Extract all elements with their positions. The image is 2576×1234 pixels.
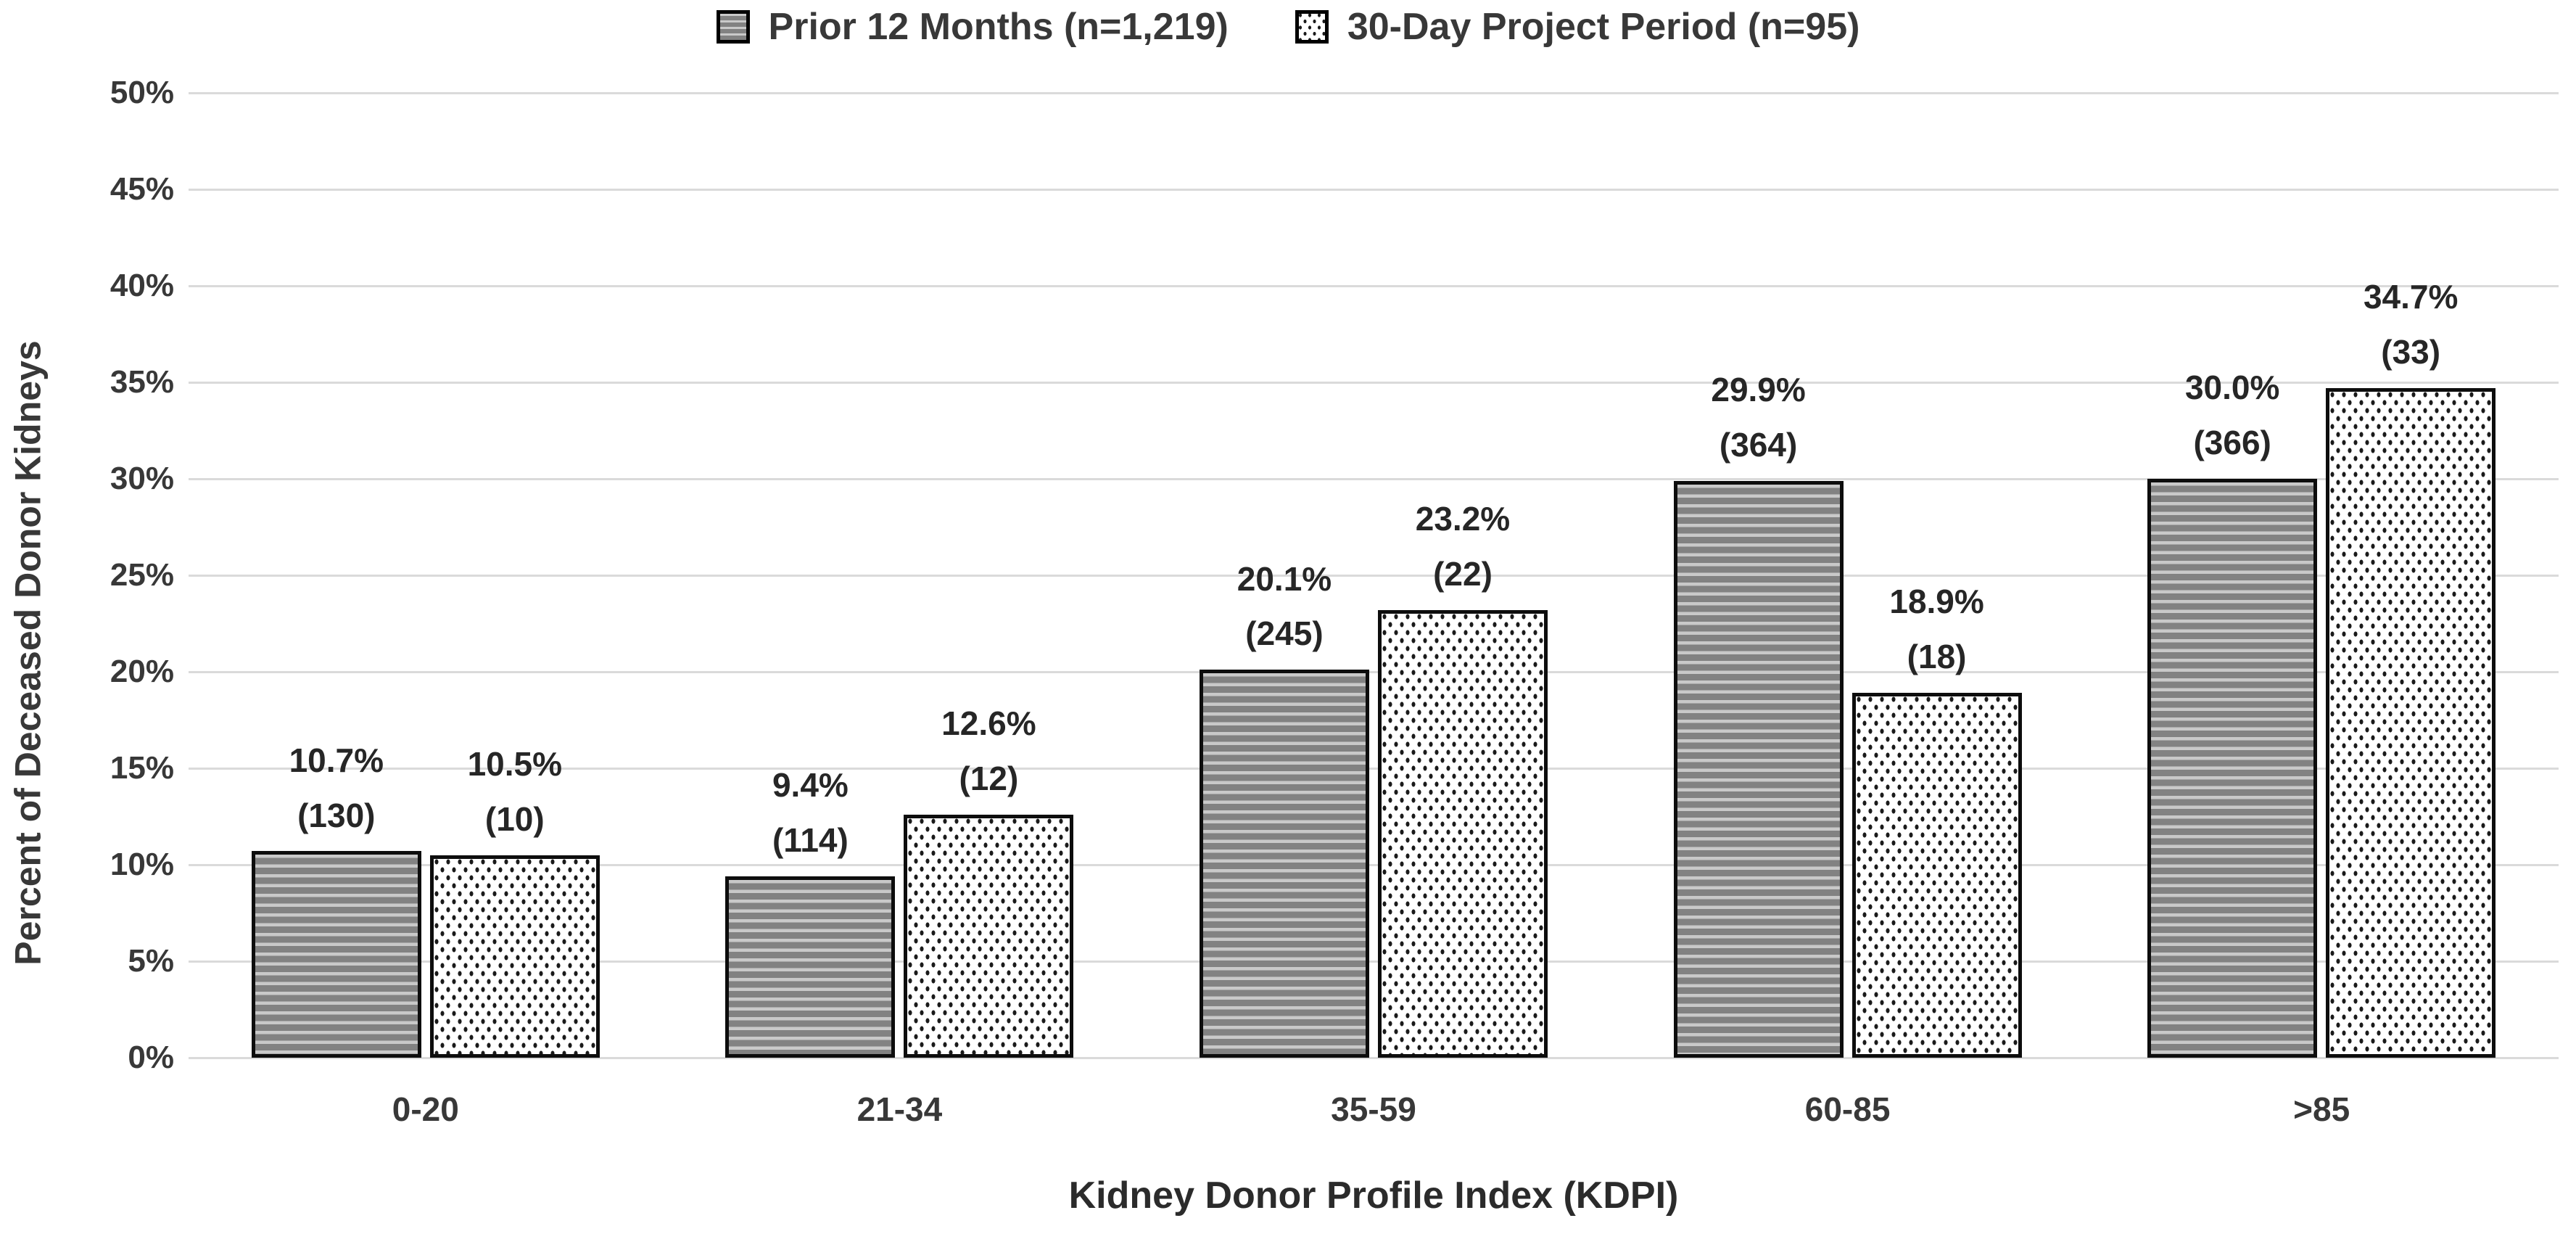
legend: Prior 12 Months (n=1,219) 30-Day Project…: [0, 0, 2576, 54]
x-category-labels: 0-20 21-34 35-59 60-85 >85: [189, 1090, 2559, 1129]
bar-count-label: (33): [2381, 333, 2441, 371]
bar-striped: 10.7% (130): [251, 741, 421, 1058]
bar-count-label: (364): [1719, 425, 1798, 464]
gridline: [189, 381, 2559, 384]
y-tick-label: 0%: [128, 1040, 174, 1075]
y-tick-label: 20%: [110, 654, 174, 689]
gridline: [189, 284, 2559, 287]
bar-striped: 9.4% (114): [725, 766, 896, 1058]
bar-value-label: 30.0%: [2184, 369, 2280, 407]
bar-group: 29.9% (364) 18.9% (18): [1611, 93, 2085, 1058]
y-tick-label: 5%: [128, 943, 174, 979]
legend-label: 30-Day Project Period (n=95): [1347, 6, 1860, 48]
gridline: [189, 670, 2559, 673]
y-tick-label: 35%: [110, 364, 174, 400]
legend-item-30-day-project-period: 30-Day Project Period (n=95): [1295, 5, 1860, 49]
bar-value-label: 9.4%: [772, 766, 849, 805]
bar-value-label: 34.7%: [2363, 278, 2459, 316]
bar-striped: 30.0% (366): [2147, 369, 2318, 1058]
gridline: [189, 574, 2559, 577]
y-tick-label: 45%: [110, 171, 174, 207]
bar-value-label: 10.7%: [289, 741, 384, 779]
bar-count-label: (22): [1433, 555, 1493, 593]
x-category-label: 60-85: [1804, 1090, 1891, 1128]
y-tick-label: 10%: [110, 847, 174, 882]
x-category-label: >85: [2293, 1090, 2350, 1128]
bar-label: 9.4% (114): [772, 758, 849, 868]
gridline: [189, 1056, 2559, 1059]
bar-striped: 29.9% (364): [1673, 371, 1844, 1058]
bar-count-label: (10): [484, 799, 545, 838]
x-category-label: 0-20: [392, 1090, 459, 1128]
bar-label: 30.0% (366): [2185, 361, 2279, 471]
bar-value-label: 23.2%: [1415, 500, 1511, 538]
plot-area: 10.7% (130) 10.5% (10) 9.4% (114) 12.6% (12) 20.…: [189, 91, 2559, 1059]
bar-count-label: (114): [772, 821, 849, 860]
striped-pattern-swatch-icon: [716, 10, 750, 44]
bar-label: 10.7% (130): [289, 733, 384, 844]
legend-label: Prior 12 Months (n=1,219): [768, 6, 1229, 48]
bar-label: 23.2% (22): [1416, 492, 1510, 602]
bar-label: 34.7% (33): [2364, 270, 2458, 380]
bar-value-label: 29.9%: [1711, 370, 1806, 408]
bar-group: 30.0% (366) 34.7% (33): [2084, 93, 2559, 1058]
bar-count-label: (245): [1245, 614, 1324, 653]
gridline: [189, 960, 2559, 963]
gridline: [189, 767, 2559, 770]
gridline: [189, 863, 2559, 866]
gridline: [189, 477, 2559, 480]
y-tick-label: 25%: [110, 557, 174, 593]
bar-group: 9.4% (114) 12.6% (12): [663, 93, 1137, 1058]
y-axis-title: Percent of Deceased Donor Kidneys: [8, 340, 49, 966]
bar-dotted: 10.5% (10): [429, 745, 600, 1058]
bars-row: 10.7% (130) 10.5% (10) 9.4% (114) 12.6% (12) 20.…: [189, 93, 2559, 1058]
y-tick-labels: 50% 45% 40% 35% 30% 25% 20% 15% 10% 5% 0%: [51, 75, 174, 1075]
gridline: [189, 91, 2559, 94]
y-tick-label: 30%: [110, 461, 174, 496]
dotted-pattern-swatch-icon: [1295, 10, 1329, 44]
x-category-label: 35-59: [1331, 1090, 1416, 1128]
y-tick-label: 40%: [110, 268, 174, 303]
bar-count-label: (18): [1907, 638, 1967, 676]
bar-group: 10.7% (130) 10.5% (10): [189, 93, 663, 1058]
bar-value-label: 10.5%: [467, 744, 563, 783]
x-category-label: 21-34: [856, 1090, 943, 1128]
bar-group: 20.1% (245) 23.2% (22): [1136, 93, 1611, 1058]
bar-label: 10.5% (10): [468, 737, 562, 847]
bar-count-label: (366): [2193, 424, 2271, 462]
bar-dotted: 23.2% (22): [1377, 500, 1548, 1058]
bar-striped: 20.1% (245): [1199, 560, 1369, 1058]
bar-label: 20.1% (245): [1237, 552, 1332, 662]
gridline: [189, 188, 2559, 191]
bar-dotted: 12.6% (12): [904, 704, 1074, 1058]
gridlines: [189, 91, 2559, 1059]
bar-value-label: 12.6%: [941, 704, 1036, 743]
bar-count-label: (130): [297, 796, 376, 834]
legend-item-prior-12-months: Prior 12 Months (n=1,219): [716, 5, 1229, 49]
bar-dotted: 34.7% (33): [2326, 278, 2496, 1058]
bar-dotted: 18.9% (18): [1852, 583, 2022, 1058]
bar-label: 12.6% (12): [941, 696, 1036, 807]
bar-value-label: 18.9%: [1889, 583, 1984, 621]
bar-label: 18.9% (18): [1889, 575, 1983, 685]
x-axis-title: Kidney Donor Profile Index (KDPI): [1068, 1175, 1679, 1217]
y-tick-label: 15%: [110, 750, 174, 786]
bar-count-label: (12): [959, 759, 1019, 797]
y-axis-title-wrap: Percent of Deceased Donor Kidneys: [0, 145, 57, 1161]
bar-label: 29.9% (364): [1711, 363, 1805, 473]
bar-value-label: 20.1%: [1237, 559, 1332, 598]
y-tick-label: 50%: [110, 75, 174, 110]
